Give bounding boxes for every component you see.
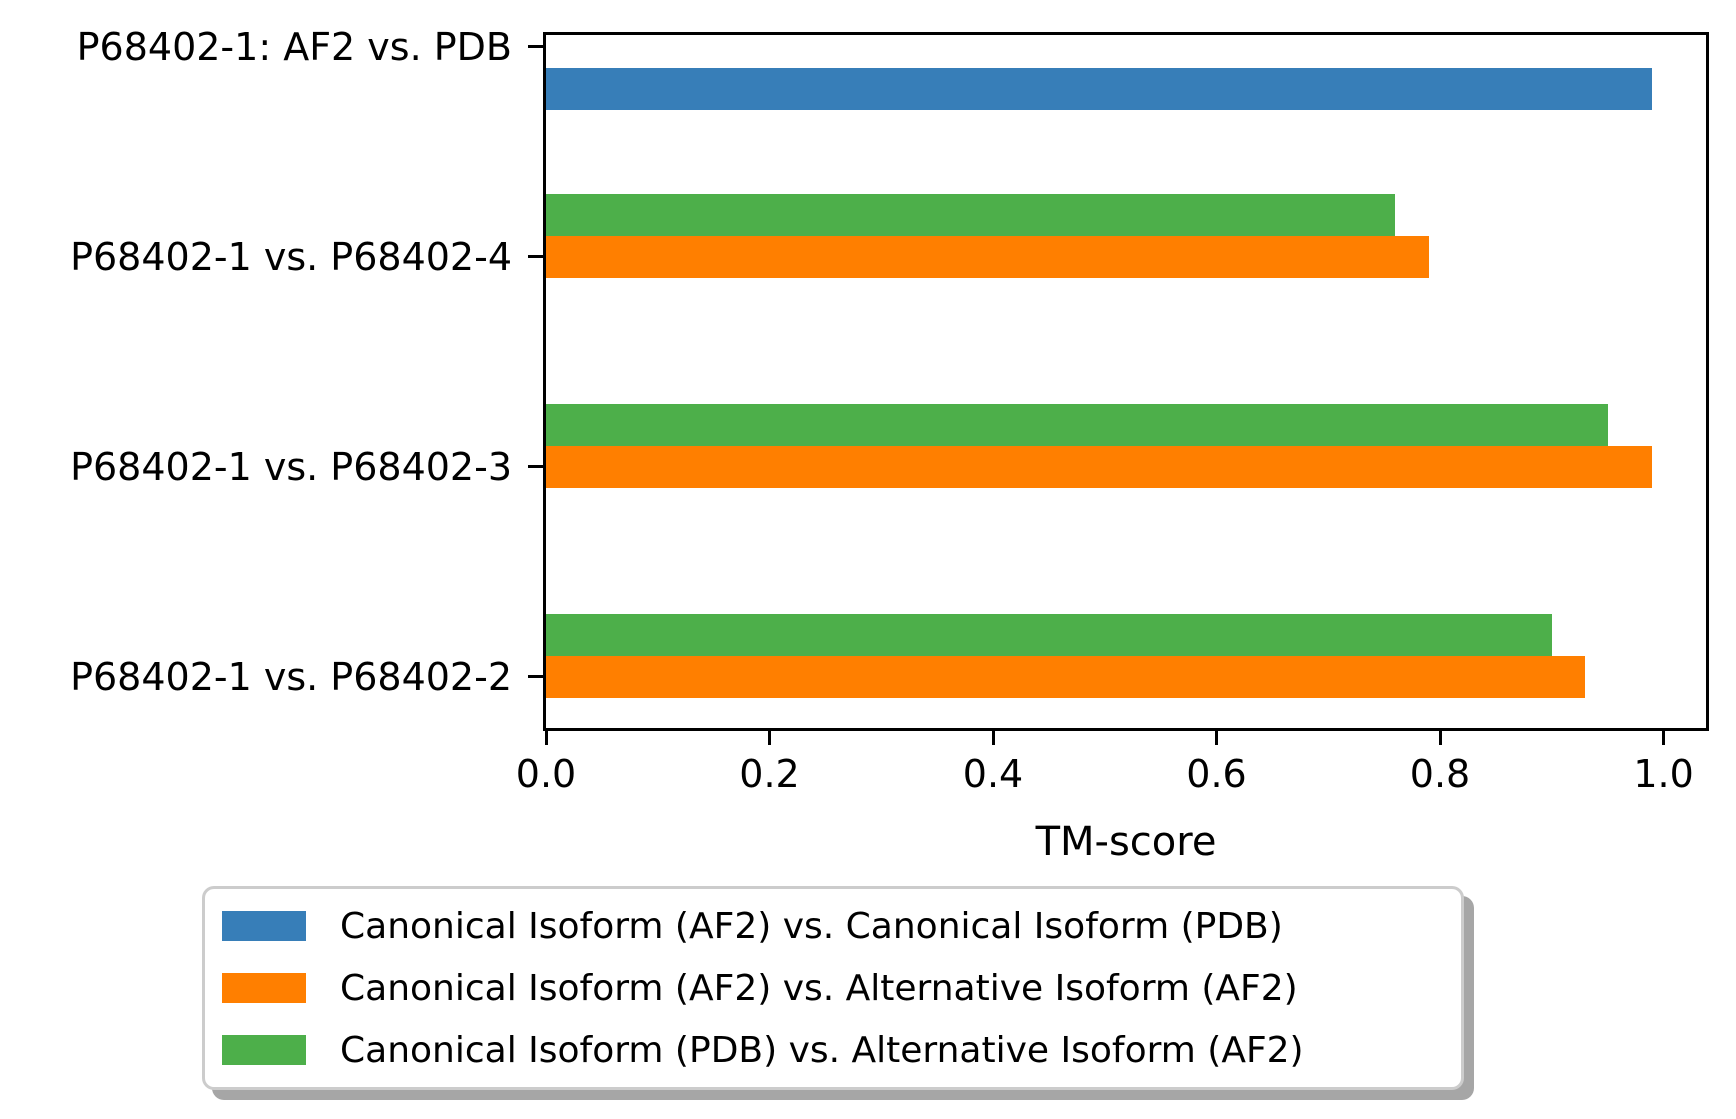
bar <box>546 613 1552 656</box>
legend-swatch <box>222 1035 306 1065</box>
x-tick-mark <box>1662 731 1666 745</box>
x-tick-label: 0.8 <box>1409 752 1471 796</box>
y-tick-mark <box>528 45 543 49</box>
legend: Canonical Isoform (AF2) vs. Canonical Is… <box>202 886 1464 1090</box>
legend-item: Canonical Isoform (PDB) vs. Alternative … <box>222 1019 1461 1081</box>
legend-label: Canonical Isoform (AF2) vs. Alternative … <box>340 967 1298 1009</box>
y-tick-label: P68402-1 vs. P68402-3 <box>70 444 512 489</box>
x-tick-mark <box>544 731 548 745</box>
legend-label: Canonical Isoform (PDB) vs. Alternative … <box>340 1029 1304 1071</box>
bar <box>546 193 1396 236</box>
legend-swatch <box>222 911 306 941</box>
x-tick-mark <box>1438 731 1442 745</box>
y-tick-mark <box>528 255 543 259</box>
x-tick-mark <box>1215 731 1219 745</box>
bar <box>546 403 1608 446</box>
y-tick-mark <box>528 465 543 469</box>
x-tick-label: 0.6 <box>1186 752 1247 796</box>
bar <box>546 445 1653 488</box>
y-tick-label: P68402-1: AF2 vs. PDB <box>76 24 512 69</box>
x-tick-label: 1.0 <box>1633 752 1694 796</box>
y-tick-label: P68402-1 vs. P68402-4 <box>70 234 512 279</box>
y-tick-mark <box>528 675 543 679</box>
x-tick-mark <box>768 731 771 745</box>
y-tick-label: P68402-1 vs. P68402-2 <box>70 654 512 699</box>
x-tick-label: 0.2 <box>739 752 800 796</box>
x-tick-label: 0.4 <box>962 752 1024 796</box>
legend-item: Canonical Isoform (AF2) vs. Alternative … <box>222 957 1461 1019</box>
legend-swatch <box>222 973 306 1003</box>
x-tick-label: 0.0 <box>515 752 577 796</box>
legend-item: Canonical Isoform (AF2) vs. Canonical Is… <box>222 895 1461 957</box>
bar <box>546 67 1653 110</box>
bar <box>546 235 1429 278</box>
x-tick-mark <box>991 731 995 745</box>
plot-area <box>543 32 1709 731</box>
legend-label: Canonical Isoform (AF2) vs. Canonical Is… <box>340 905 1283 947</box>
x-axis-title: TM-score <box>1035 819 1217 865</box>
bar <box>546 655 1586 698</box>
